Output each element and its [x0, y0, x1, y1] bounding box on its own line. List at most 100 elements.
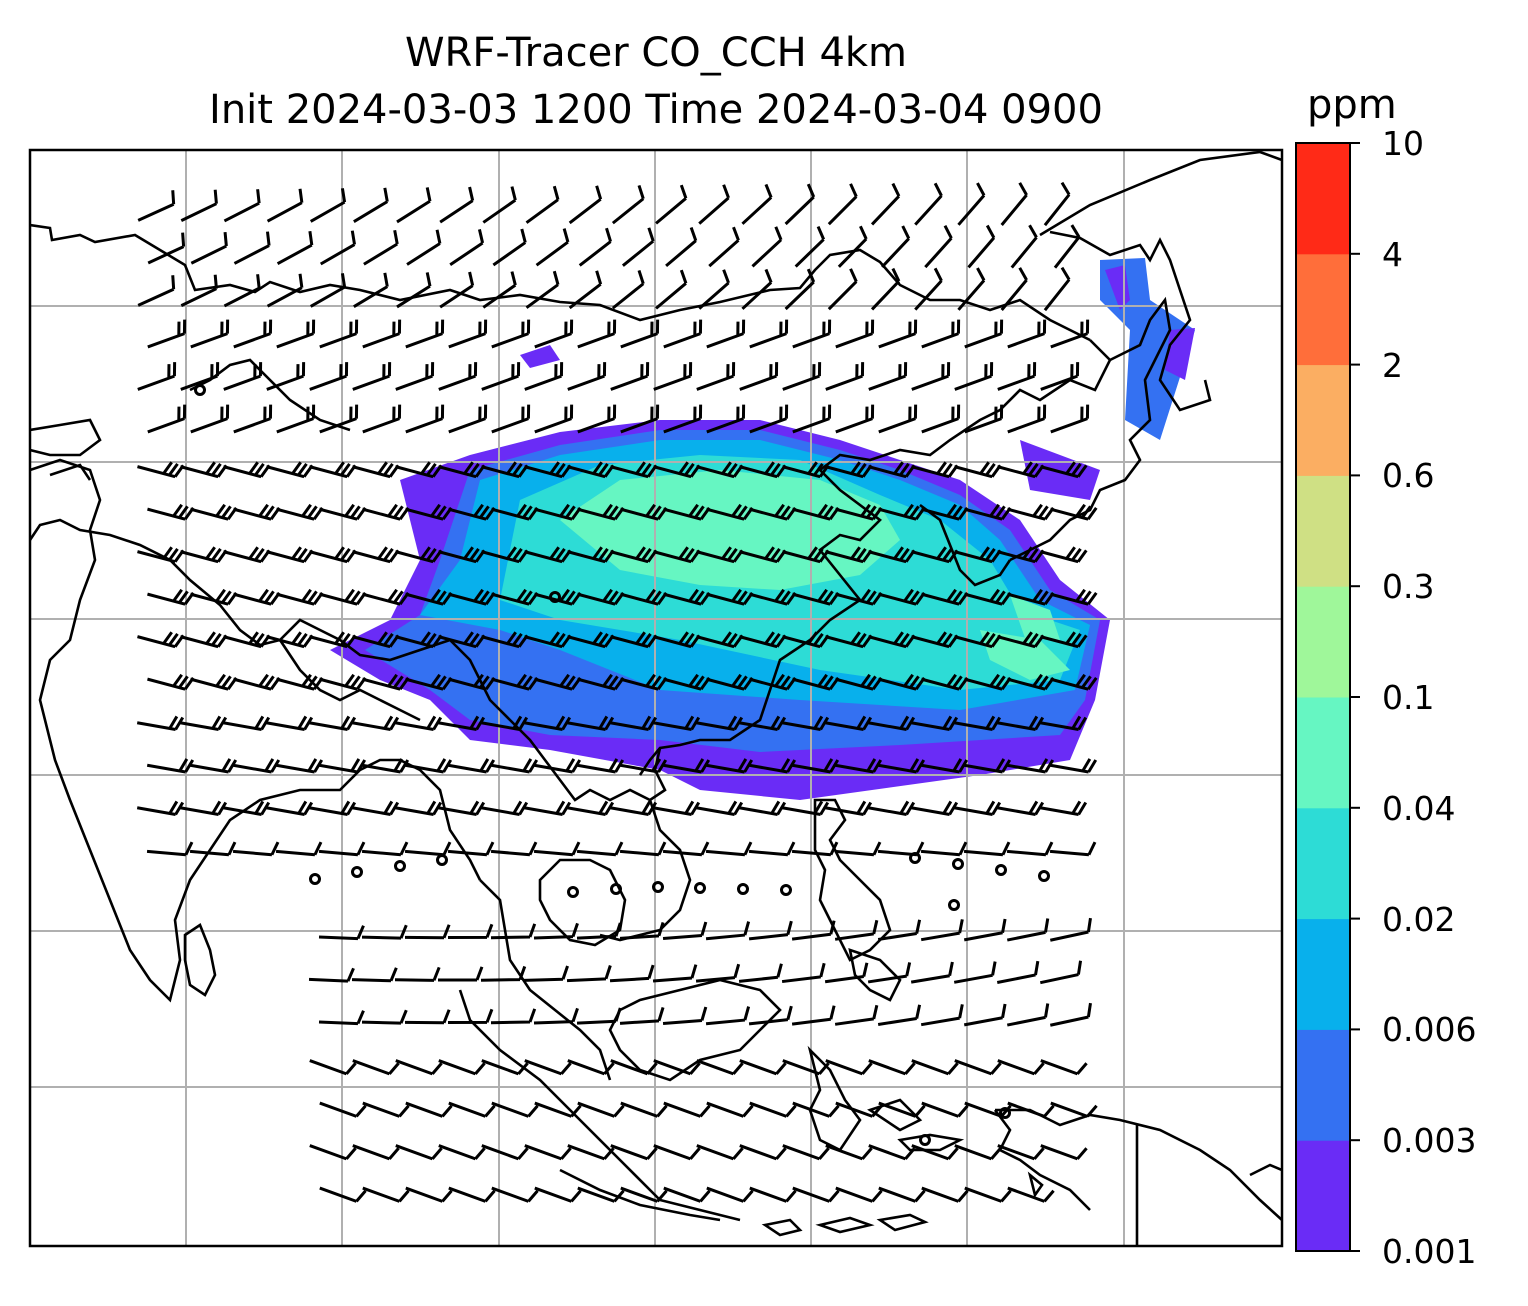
wind-barb	[921, 588, 969, 606]
wind-barb	[533, 841, 581, 857]
wind-barb	[708, 226, 740, 268]
wind-barb	[266, 546, 314, 564]
wind-barb	[136, 800, 185, 816]
colorbar-tick-label: 10	[1382, 124, 1424, 163]
wind-barb	[782, 461, 830, 479]
wind-barb	[835, 404, 875, 434]
wind-barb	[491, 1186, 539, 1203]
wind-barb	[189, 758, 238, 774]
wind-barb	[610, 546, 658, 564]
wind-barb	[351, 800, 400, 816]
wind-barb	[567, 461, 615, 479]
wind-barb	[577, 503, 625, 521]
wind-barb	[223, 189, 261, 223]
wind-barb	[749, 404, 789, 434]
colorbar-tick-label: 0.3	[1382, 567, 1435, 607]
wind-barb	[567, 1144, 615, 1161]
wind-barb	[534, 673, 582, 691]
wind-barb	[1007, 1101, 1055, 1118]
wind-barb	[662, 921, 708, 941]
wind-barb	[696, 461, 744, 479]
wind-barb	[1000, 267, 1028, 311]
wind-barb	[437, 800, 486, 816]
wind-barb	[490, 923, 537, 940]
wind-barb	[275, 841, 323, 857]
colorbar-tick-label: 0.6	[1382, 456, 1435, 496]
wind-barb	[1049, 1002, 1092, 1027]
wind-barb	[318, 1010, 365, 1026]
wind-barb	[1039, 960, 1083, 985]
wind-barb	[741, 268, 773, 310]
wind-barb	[147, 503, 195, 521]
wind-barb	[665, 226, 698, 268]
wind-barb	[748, 1005, 793, 1026]
wind-barb	[233, 404, 273, 434]
wind-barb	[533, 922, 579, 940]
wind-barb	[179, 800, 228, 816]
wind-barb	[1040, 546, 1088, 564]
wind-barb	[825, 461, 873, 479]
wind-barb	[480, 965, 527, 982]
wind-barb	[834, 841, 882, 857]
wind-barb	[1040, 461, 1088, 479]
wind-barb	[964, 1101, 1012, 1118]
wind-barb	[233, 503, 281, 521]
wind-barb	[395, 631, 443, 649]
wind-barb	[792, 1186, 840, 1203]
wind-barb	[276, 588, 324, 606]
wind-barb	[566, 715, 615, 731]
wind-barb	[827, 183, 858, 226]
map-subtitle: Init 2024-03-03 1200 Time 2024-03-04 090…	[209, 87, 1103, 133]
wind-barb	[404, 1009, 451, 1025]
wind-barb	[610, 631, 658, 649]
wind-barb	[319, 404, 359, 434]
wind-barb	[362, 588, 410, 606]
calm-wind-marker	[995, 864, 1007, 876]
colorbar-segment	[1296, 253, 1350, 366]
wind-barb	[706, 1186, 754, 1203]
colorbar-segment	[1296, 1029, 1350, 1141]
wind-barb	[319, 503, 367, 521]
wind-barb	[739, 362, 779, 391]
wind-barb	[868, 362, 908, 391]
wind-barb	[911, 1059, 959, 1076]
wind-barb	[137, 275, 176, 307]
wind-barb	[490, 1008, 537, 1025]
wind-barb	[706, 673, 754, 691]
wind-barb	[792, 1101, 840, 1118]
wind-barb	[361, 924, 408, 940]
wind-barb	[395, 1059, 443, 1076]
wind-barb	[533, 758, 582, 774]
wind-barb	[1043, 181, 1071, 227]
wind-barb	[782, 631, 830, 649]
wind-barb	[481, 546, 529, 564]
wind-barb	[223, 274, 261, 308]
wind-barb	[482, 271, 517, 309]
wind-barb	[147, 232, 186, 265]
calm-wind-marker	[919, 1134, 931, 1146]
wind-barb	[492, 228, 527, 267]
wind-barb	[319, 588, 367, 606]
wind-barb	[705, 758, 754, 774]
wind-barb	[748, 758, 797, 774]
wind-barb	[953, 715, 1002, 731]
wind-barb	[1040, 362, 1080, 391]
wind-barb	[351, 715, 400, 731]
wind-barb	[309, 273, 347, 308]
wind-barb	[361, 758, 410, 774]
wind-barb	[137, 190, 176, 222]
wind-barb	[653, 362, 693, 391]
wind-barb	[309, 1059, 357, 1076]
wind-barb	[180, 362, 220, 391]
wind-barb	[611, 184, 645, 225]
wind-barb	[1040, 631, 1088, 649]
wind-barb	[362, 503, 410, 521]
wind-barb	[276, 319, 316, 349]
wind-barb	[997, 362, 1037, 391]
wind-barb	[953, 800, 1002, 816]
wind-barb	[481, 461, 529, 479]
wind-barb	[653, 546, 701, 564]
colorbar-tick-label: 0.1	[1382, 678, 1435, 717]
wind-barb	[784, 183, 816, 226]
calm-wind-marker	[549, 591, 561, 603]
